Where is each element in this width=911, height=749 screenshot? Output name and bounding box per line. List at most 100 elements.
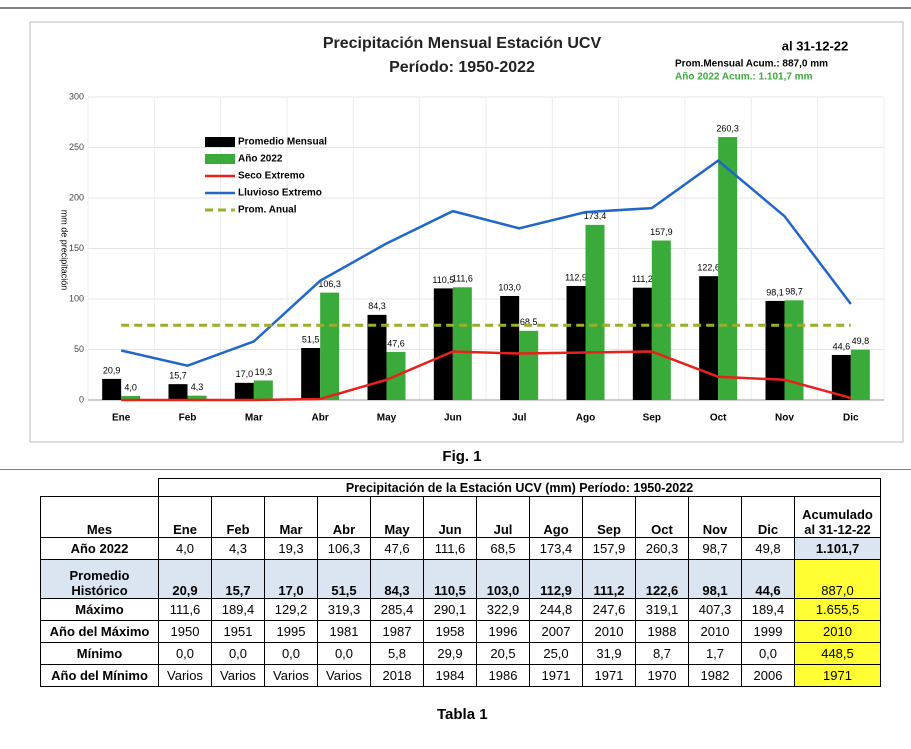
table-cell: 285,4 (370, 598, 424, 621)
bar (765, 300, 785, 400)
blank (41, 479, 159, 497)
table-row: Año del Máximo 1950 1951 1995 1981 1987 1958 19… (40, 620, 881, 643)
table-cell: 157,9 (582, 537, 636, 560)
table-cell: Varios (158, 664, 212, 687)
table-cell: 98,1 (688, 559, 742, 599)
table-row: Precipitación de la Estación UCV (mm) Pe… (41, 478, 881, 497)
data-label: 111,6 (452, 274, 473, 284)
x-tick-label: Ago (576, 413, 595, 424)
x-tick-label: Mar (245, 413, 263, 424)
table-cell: Promedio Histórico (40, 559, 159, 599)
table-cell: 1984 (423, 664, 477, 687)
y-tick-label: 300 (69, 91, 84, 101)
bar (651, 240, 671, 400)
table-cell: 98,7 (688, 537, 742, 560)
table-cell: 112,9 (529, 559, 583, 599)
table-cell: 319,1 (635, 598, 689, 621)
bar (433, 288, 453, 400)
table-cell: 448,5 (794, 642, 881, 665)
table-cell: 1995 (264, 620, 318, 643)
table-cell: 2010 (582, 620, 636, 643)
table-cell: Varios (211, 664, 265, 687)
data-label: 68,5 (520, 317, 538, 327)
table-cell: 47,6 (370, 537, 424, 560)
table-cell: 106,3 (317, 537, 371, 560)
table-cell: 49,8 (741, 537, 795, 560)
bar (566, 285, 586, 400)
table-cell: 8,7 (635, 642, 689, 665)
annotation: al 31-12-22 (782, 38, 849, 53)
bar (831, 354, 851, 400)
bar (367, 314, 387, 400)
data-label: 98,7 (785, 287, 803, 297)
bar (699, 276, 719, 400)
chart-frame (29, 21, 904, 443)
data-table: Precipitación de la Estación UCV (mm) Pe… (40, 478, 881, 687)
annotation: Prom.Mensual Acum.: 887,0 mm (675, 59, 828, 70)
data-label: 98,1 (766, 287, 784, 297)
table-cell: 1982 (688, 664, 742, 687)
legend-swatch (205, 137, 235, 147)
data-label: 157,9 (650, 227, 673, 237)
data-label: 112,9 (565, 272, 587, 282)
table-cell: 1971 (529, 664, 583, 687)
table-cell: 4,3 (211, 537, 265, 560)
table-cell: 1981 (317, 620, 371, 643)
table-cell: 247,6 (582, 598, 636, 621)
data-label: 110,5 (432, 275, 454, 285)
data-label: 4,0 (124, 382, 137, 392)
y-tick-label: 0 (79, 394, 84, 404)
y-tick-label: 100 (69, 293, 84, 303)
table-cell: 20,5 (476, 642, 530, 665)
table-cell: 887,0 (794, 559, 881, 599)
table-cell: Oct (635, 496, 689, 538)
bar (102, 378, 122, 400)
legend-label: Seco Extremo (238, 171, 305, 182)
x-tick-label: Abr (312, 413, 329, 424)
table-cell: Ago (529, 496, 583, 538)
table-cell: 19,3 (264, 537, 318, 560)
table-cell: Acumulado al 31-12-22 (794, 496, 881, 538)
table-cell: 322,9 (476, 598, 530, 621)
chart: Precipitación Mensual Estación UCV Perío… (0, 7, 911, 470)
y-tick-label: 150 (69, 243, 84, 253)
annotation: Año 2022 Acum.: 1.101,7 mm (675, 72, 813, 83)
data-label: 51,5 (302, 334, 320, 344)
x-tick-label: May (377, 413, 397, 424)
table-cell: 110,5 (423, 559, 477, 599)
table-cell: Jun (423, 496, 477, 538)
table-cell: 0,0 (741, 642, 795, 665)
bar (519, 330, 539, 400)
x-tick-label: Sep (643, 413, 661, 424)
table-cell: 1951 (211, 620, 265, 643)
table-cell: 2006 (741, 664, 795, 687)
table-cell: 1986 (476, 664, 530, 687)
table-cell: Abr (317, 496, 371, 538)
bar (234, 382, 254, 400)
table-cell: 111,6 (158, 598, 212, 621)
table-cell: Varios (317, 664, 371, 687)
bar (718, 137, 738, 401)
table-cell: 122,6 (635, 559, 689, 599)
x-tick-label: Jun (444, 413, 462, 424)
y-axis-label: mm de precipitación (60, 210, 70, 291)
line (121, 350, 852, 402)
bar (253, 380, 273, 400)
table-cell: 44,6 (741, 559, 795, 599)
table-cell: 129,2 (264, 598, 318, 621)
table-cell: Máximo (40, 598, 159, 621)
y-tick-label: 50 (74, 344, 84, 354)
legend-swatch (205, 154, 235, 164)
table-cell: 173,4 (529, 537, 583, 560)
data-label: 20,9 (103, 365, 121, 375)
y-tick-label: 200 (69, 192, 84, 202)
table-cell: Año del Máximo (40, 620, 159, 643)
table-cell: Ene (158, 496, 212, 538)
line (120, 159, 852, 367)
table-cell: Dic (741, 496, 795, 538)
table-cell: Nov (688, 496, 742, 538)
y-tick-label: 250 (69, 142, 84, 152)
table-cell: 1.101,7 (794, 537, 881, 560)
table-cell: 1,7 (688, 642, 742, 665)
table-row: Año 2022 4,0 4,3 19,3 106,3 47,6 111,6 68,5 173,… (40, 537, 881, 560)
